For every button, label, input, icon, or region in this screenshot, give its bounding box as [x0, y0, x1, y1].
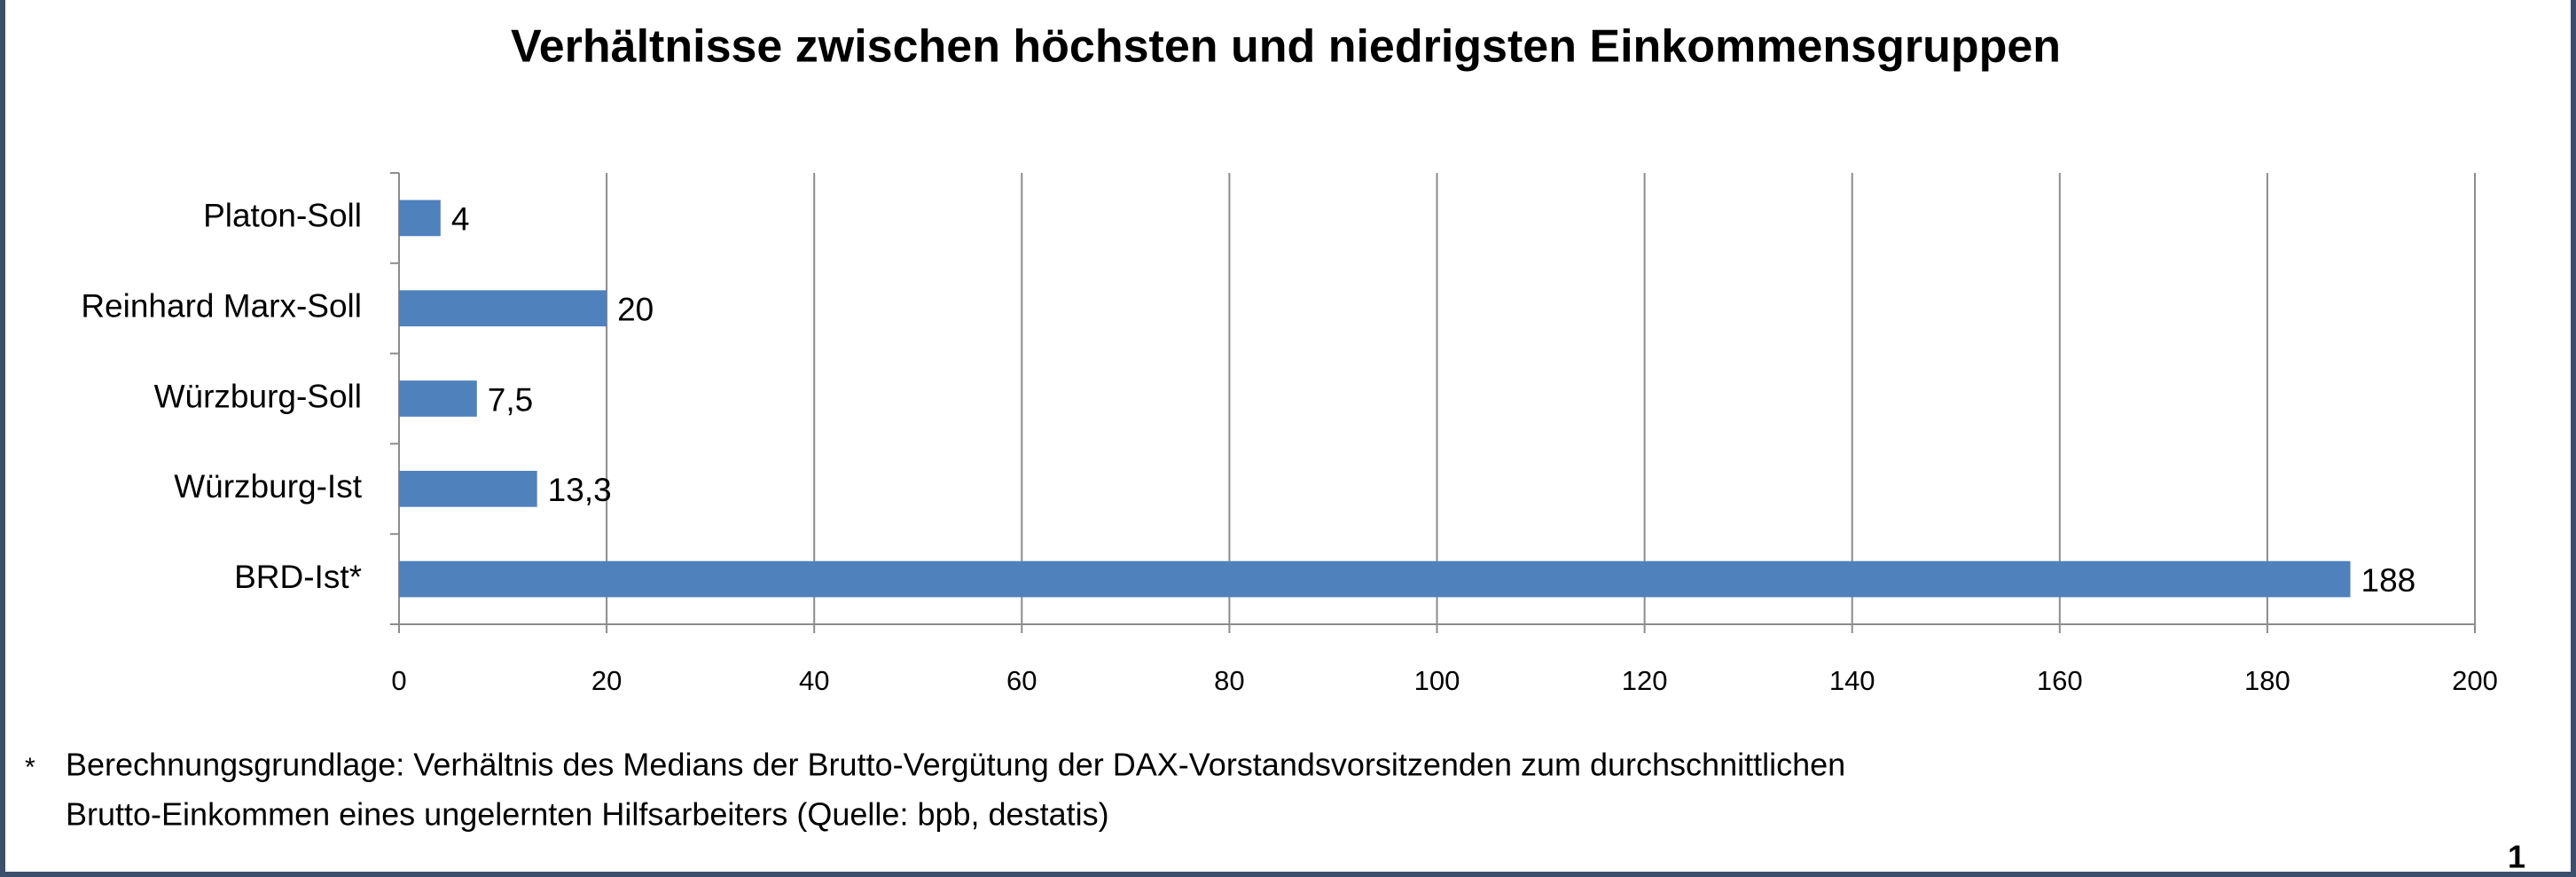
x-tick-label: 140	[1829, 665, 1875, 696]
data-label: 188	[2361, 562, 2416, 599]
x-tick-label: 120	[1622, 665, 1668, 696]
chart-title: Verhältnisse zwischen höchsten und niedr…	[511, 21, 2061, 73]
y-tick-label: Würzburg-Soll	[154, 378, 362, 414]
bar	[399, 560, 2351, 598]
y-tick-label: Reinhard Marx-Soll	[81, 287, 362, 324]
x-tick-label: 100	[1414, 665, 1460, 696]
x-tick-label: 20	[591, 665, 622, 696]
bar	[399, 380, 477, 417]
y-tick-label: Würzburg-Ist	[174, 468, 362, 505]
x-tick-label: 200	[2452, 665, 2498, 696]
bar	[399, 470, 537, 507]
x-tick-label: 60	[1006, 665, 1037, 696]
bar	[399, 200, 441, 237]
bar	[399, 290, 607, 327]
data-label: 4	[451, 201, 470, 238]
footnote-marker: *	[25, 753, 35, 782]
x-tick-label: 40	[799, 665, 829, 696]
y-tick-label: BRD-Ist*	[234, 559, 362, 595]
data-label: 7,5	[488, 381, 533, 418]
y-tick-label: Platon-Soll	[203, 198, 362, 234]
x-tick-label: 160	[2037, 665, 2083, 696]
x-tick-label: 180	[2244, 665, 2290, 696]
x-tick-label: 0	[391, 665, 406, 696]
x-tick-label: 80	[1214, 665, 1244, 696]
data-label: 13,3	[548, 472, 612, 508]
data-label: 20	[617, 291, 654, 327]
footnote-line: Brutto-Einkommen eines ungelernten Hilfs…	[66, 796, 1109, 833]
page-number: 1	[2508, 839, 2525, 875]
footnote-line: Berechnungsgrundlage: Verhältnis des Med…	[66, 747, 1845, 783]
